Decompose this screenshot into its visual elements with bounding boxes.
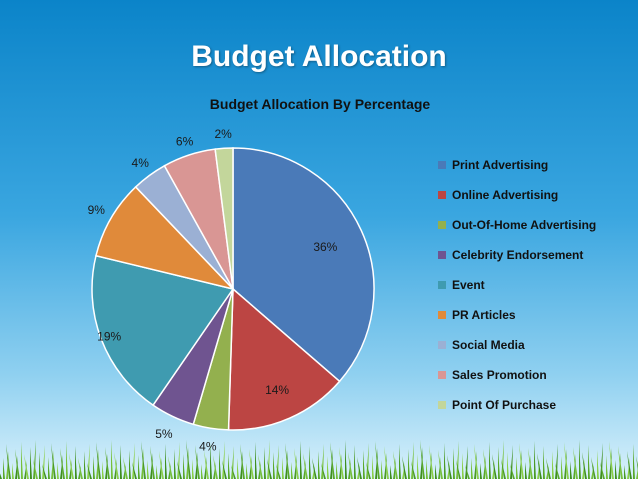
legend-label: Print Advertising — [452, 158, 549, 172]
legend-item-social-media: Social Media — [438, 330, 633, 360]
pie-slice-point-of-purchase — [214, 147, 234, 290]
legend-swatch — [438, 401, 446, 409]
legend-swatch — [438, 341, 446, 349]
legend-label: Sales Promotion — [452, 368, 547, 382]
legend-item-event: Event — [438, 270, 633, 300]
data-label-pr-articles: 9% — [88, 203, 106, 217]
data-label-event: 19% — [97, 329, 121, 343]
data-label-print-advertising: 36% — [313, 240, 337, 254]
legend-swatch — [438, 221, 446, 229]
data-label-sales-promotion: 6% — [176, 135, 194, 149]
pie-slices — [91, 147, 375, 431]
pie-data-labels: 36% 14% 4% 5% 19% 9% 4% 6% 2% — [88, 127, 338, 453]
data-label-out-of-home-advertising: 4% — [199, 439, 217, 453]
legend-item-celebrity-endorsement: Celebrity Endorsement — [438, 240, 633, 270]
legend-label: PR Articles — [452, 308, 516, 322]
legend-label: Celebrity Endorsement — [452, 248, 584, 262]
legend-swatch — [438, 311, 446, 319]
pie-slice-pr-articles — [95, 185, 236, 291]
legend-item-online-advertising: Online Advertising — [438, 180, 633, 210]
legend-swatch — [438, 191, 446, 199]
legend-item-out-of-home-advertising: Out-Of-Home Advertising — [438, 210, 633, 240]
legend-label: Out-Of-Home Advertising — [452, 218, 597, 232]
legend-label: Online Advertising — [452, 188, 559, 202]
chart-legend: Print Advertising Online Advertising Out-O… — [438, 150, 633, 420]
legend-swatch — [438, 281, 446, 289]
slide-title: Budget Allocation — [191, 40, 447, 73]
chart-title: Budget Allocation By Percentage — [209, 96, 431, 112]
legend-label: Point Of Purchase — [452, 398, 557, 412]
legend-swatch — [438, 371, 446, 379]
legend-label: Event — [452, 278, 485, 292]
data-label-online-advertising: 14% — [265, 383, 289, 397]
legend-item-sales-promotion: Sales Promotion — [438, 360, 633, 390]
data-label-point-of-purchase: 2% — [214, 127, 232, 141]
legend-item-pr-articles: PR Articles — [438, 300, 633, 330]
legend-swatch — [438, 251, 446, 259]
legend-swatch — [438, 161, 446, 169]
legend-item-print-advertising: Print Advertising — [438, 150, 633, 180]
data-label-celebrity-endorsement: 5% — [155, 427, 173, 441]
pie-slice-event — [91, 254, 235, 407]
data-label-social-media: 4% — [132, 156, 150, 170]
legend-label: Social Media — [452, 338, 525, 352]
grass-decoration — [0, 440, 638, 479]
pie-slice-print-advertising — [232, 147, 375, 383]
pie-slice-online-advertising — [227, 287, 341, 431]
legend-item-point-of-purchase: Point Of Purchase — [438, 390, 633, 420]
